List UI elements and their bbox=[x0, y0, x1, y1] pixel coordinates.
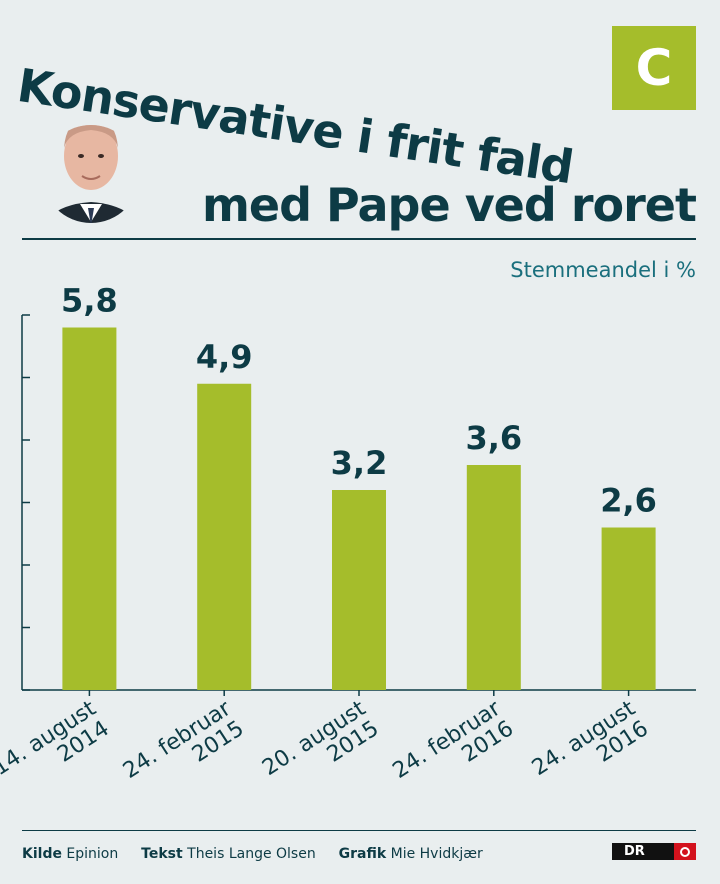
bar-value-label-3: 3,6 bbox=[465, 419, 522, 457]
graphic-credit-value: Mie Hvidkjær bbox=[390, 846, 483, 862]
party-badge: C bbox=[612, 26, 696, 110]
title-divider bbox=[22, 238, 696, 240]
dr-logo: DR bbox=[612, 843, 696, 860]
portrait-avatar bbox=[42, 125, 140, 223]
bar-1 bbox=[197, 383, 252, 690]
bar-value-label-0: 5,8 bbox=[61, 282, 118, 320]
text-credit-label: Tekst bbox=[141, 846, 183, 862]
bar-4 bbox=[601, 527, 656, 690]
x-tick-label-3: 24. februar2016 bbox=[389, 696, 519, 804]
dr-logo-text: DR bbox=[624, 844, 645, 859]
x-tick-label-0: 14. august2014 bbox=[0, 696, 114, 801]
y-unit-label: Stemmeandel i % bbox=[510, 258, 696, 282]
source-label: Kilde bbox=[22, 846, 62, 862]
footer-divider bbox=[22, 830, 696, 831]
bar-0 bbox=[62, 327, 117, 690]
chart-title-line-2: med Pape ved roret bbox=[201, 178, 697, 232]
bar-2 bbox=[332, 490, 386, 690]
x-tick-label-1: 24. februar2015 bbox=[119, 696, 249, 804]
graphic-credit-label: Grafik bbox=[338, 846, 387, 862]
bar-value-label-2: 3,2 bbox=[331, 444, 388, 482]
bar-value-label-4: 2,6 bbox=[600, 482, 657, 520]
source-value: Epinion bbox=[66, 846, 119, 862]
dr-logo-mark-icon bbox=[674, 843, 696, 860]
bar-3 bbox=[466, 465, 521, 690]
bar-chart: 5,8 14. august2014 4,9 24. februar2015 3,2 20… bbox=[0, 282, 696, 804]
x-tick-label-2: 20. august2015 bbox=[258, 696, 383, 801]
bar-value-label-1: 4,9 bbox=[196, 338, 253, 376]
text-credit-value: Theis Lange Olsen bbox=[187, 846, 316, 862]
credits: Kilde Epinion Tekst Theis Lange Olsen Gr… bbox=[22, 846, 483, 862]
x-tick-label-4: 24. august2016 bbox=[528, 696, 653, 801]
